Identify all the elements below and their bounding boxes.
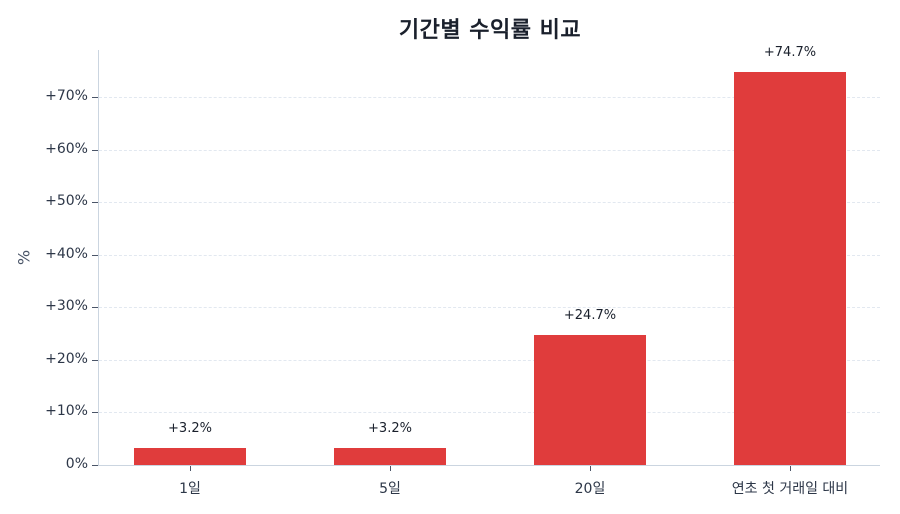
x-tick-mark	[590, 466, 591, 471]
x-tick-mark	[390, 466, 391, 471]
x-tick-label: 5일	[379, 481, 401, 497]
y-tick-label: +40%	[45, 246, 88, 262]
gridline	[99, 150, 880, 151]
x-tick-mark	[790, 466, 791, 471]
y-axis-spine	[98, 50, 99, 466]
bar-value-label: +74.7%	[763, 45, 817, 60]
bar	[734, 72, 846, 465]
y-tick-mark	[92, 465, 98, 466]
y-tick-label: +30%	[45, 298, 88, 314]
chart-title: 기간별 수익률 비교	[398, 18, 582, 43]
gridline	[99, 360, 880, 361]
y-tick-label: +20%	[45, 351, 88, 367]
bar-value-label: +3.2%	[168, 421, 212, 436]
y-tick-label: +10%	[45, 403, 88, 419]
y-tick-mark	[92, 97, 98, 98]
y-tick-mark	[92, 255, 98, 256]
y-tick-mark	[92, 307, 98, 308]
y-tick-mark	[92, 150, 98, 151]
y-tick-mark	[92, 360, 98, 361]
gridline	[99, 97, 880, 98]
y-tick-mark	[92, 202, 98, 203]
gridline	[99, 255, 880, 256]
bar	[134, 448, 246, 465]
x-tick-label: 20일	[574, 481, 606, 497]
x-tick-label: 1일	[179, 481, 201, 497]
y-tick-mark	[92, 412, 98, 413]
bar	[534, 335, 646, 465]
bar	[334, 448, 446, 465]
bar-value-label: +3.2%	[368, 421, 412, 436]
y-tick-label: 0%	[65, 456, 88, 472]
y-tick-label: +60%	[45, 141, 88, 157]
x-axis-spine	[98, 465, 880, 466]
gridline	[99, 202, 880, 203]
gridline	[99, 412, 880, 413]
y-tick-label: +70%	[45, 88, 88, 104]
y-axis-label: %	[14, 249, 34, 266]
x-tick-mark	[190, 466, 191, 471]
gridline	[99, 307, 880, 308]
bar-value-label: +24.7%	[563, 308, 617, 323]
x-tick-label: 연초 첫 거래일 대비	[731, 481, 849, 497]
y-tick-label: +50%	[45, 193, 88, 209]
